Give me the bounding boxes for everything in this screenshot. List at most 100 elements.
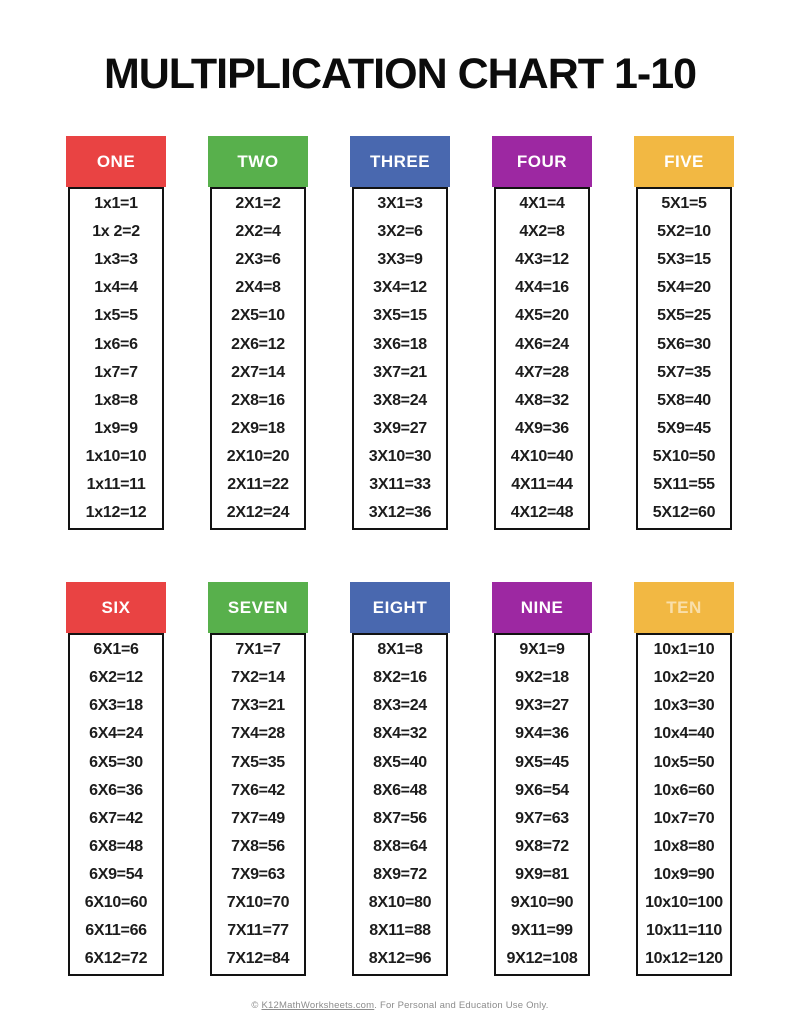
table-card-seven: SEVEN 7X1=7 7X2=14 7X3=21 7X4=28 7X5=35 7X6=42… <box>208 582 308 977</box>
fact-cell: 6X2=12 <box>89 669 143 687</box>
fact-cell: 9X10=90 <box>510 894 574 912</box>
chart-grid: ONE 1x1=1 1x 2=2 1x3=3 1x4=4 1x5=5 1x6=6 1x7=7 1… <box>66 136 734 977</box>
fact-cell: 10x7=70 <box>653 809 715 827</box>
fact-cell: 9X3=27 <box>515 697 569 715</box>
fact-cell: 3X1=3 <box>377 195 423 213</box>
fact-cell: 7X12=84 <box>226 950 290 968</box>
fact-cell: 4X4=16 <box>515 279 569 297</box>
fact-cell: 9X7=63 <box>515 809 569 827</box>
table-card-nine: NINE 9X1=9 9X2=18 9X3=27 9X4=36 9X5=45 9X6=54 9… <box>492 582 592 977</box>
table-body-two: 2X1=2 2X2=4 2X3=6 2X4=8 2X5=10 2X6=12 2X7=14 2X… <box>210 187 306 531</box>
fact-cell: 6X10=60 <box>84 894 148 912</box>
fact-cell: 10x8=80 <box>653 837 715 855</box>
fact-cell: 3X8=24 <box>373 391 427 409</box>
fact-cell: 7X6=42 <box>231 781 285 799</box>
fact-cell: 2X10=20 <box>226 447 290 465</box>
fact-cell: 5X2=10 <box>657 223 711 241</box>
table-card-two: TWO 2X1=2 2X2=4 2X3=6 2X4=8 2X5=10 2X6=12 2X7=1… <box>208 136 308 531</box>
fact-cell: 8X6=48 <box>373 781 427 799</box>
fact-cell: 3X10=30 <box>368 447 432 465</box>
fact-cell: 10x5=50 <box>653 753 715 771</box>
fact-cell: 9X9=81 <box>515 865 569 883</box>
fact-cell: 10x1=10 <box>653 641 715 659</box>
fact-cell: 9X11=99 <box>511 922 573 940</box>
table-card-four: FOUR 4X1=4 4X2=8 4X3=12 4X4=16 4X5=20 4X6=24 4X… <box>492 136 592 531</box>
fact-cell: 4X9=36 <box>515 419 569 437</box>
table-header-seven: SEVEN <box>208 582 308 634</box>
fact-cell: 9X6=54 <box>515 781 569 799</box>
fact-cell: 4X10=40 <box>510 447 574 465</box>
fact-cell: 5X11=55 <box>653 475 715 493</box>
fact-cell: 7X4=28 <box>231 725 285 743</box>
fact-cell: 6X7=42 <box>89 809 143 827</box>
fact-cell: 8X4=32 <box>373 725 427 743</box>
fact-cell: 6X12=72 <box>84 950 148 968</box>
fact-cell: 5X12=60 <box>652 504 716 522</box>
fact-cell: 8X1=8 <box>377 641 423 659</box>
table-card-eight: EIGHT 8X1=8 8X2=16 8X3=24 8X4=32 8X5=40 8X6=48… <box>350 582 450 977</box>
fact-cell: 4X1=4 <box>519 195 565 213</box>
table-header-four: FOUR <box>492 136 592 187</box>
table-card-ten: TEN 10x1=10 10x2=20 10x3=30 10x4=40 10x5=50 10… <box>634 582 734 977</box>
fact-cell: 1x8=8 <box>94 391 138 409</box>
fact-cell: 9X4=36 <box>515 725 569 743</box>
table-body-one: 1x1=1 1x 2=2 1x3=3 1x4=4 1x5=5 1x6=6 1x7=7 1x8=… <box>68 187 164 531</box>
fact-cell: 3X3=9 <box>377 251 423 269</box>
chart-row-top: ONE 1x1=1 1x 2=2 1x3=3 1x4=4 1x5=5 1x6=6 1x7=7 1… <box>66 136 734 531</box>
table-body-eight: 8X1=8 8X2=16 8X3=24 8X4=32 8X5=40 8X6=48 8X7=5… <box>352 633 448 977</box>
fact-cell: 5X4=20 <box>657 279 711 297</box>
fact-cell: 7X5=35 <box>231 753 285 771</box>
fact-cell: 2X3=6 <box>235 251 281 269</box>
fact-cell: 5X10=50 <box>652 447 716 465</box>
fact-cell: 1x7=7 <box>94 363 138 381</box>
fact-cell: 4X12=48 <box>510 504 574 522</box>
table-body-seven: 7X1=7 7X2=14 7X3=21 7X4=28 7X5=35 7X6=42 7X7=4… <box>210 633 306 977</box>
fact-cell: 4X7=28 <box>515 363 569 381</box>
footer-copyright-prefix: © <box>251 1000 262 1012</box>
fact-cell: 7X8=56 <box>231 837 285 855</box>
footer-link[interactable]: K12MathWorksheets.com <box>261 1000 375 1012</box>
fact-cell: 3X12=36 <box>368 504 432 522</box>
fact-cell: 3X4=12 <box>373 279 427 297</box>
fact-cell: 8X8=64 <box>373 837 427 855</box>
fact-cell: 10x12=120 <box>645 950 723 968</box>
fact-cell: 5X6=30 <box>657 335 711 353</box>
fact-cell: 5X9=45 <box>657 419 711 437</box>
fact-cell: 8X9=72 <box>373 865 427 883</box>
fact-cell: 7X3=21 <box>231 697 285 715</box>
table-header-ten: TEN <box>634 582 734 634</box>
table-body-six: 6X1=6 6X2=12 6X3=18 6X4=24 6X5=30 6X6=36 6X7=4… <box>68 633 164 977</box>
fact-cell: 10x9=90 <box>653 865 715 883</box>
fact-cell: 7X10=70 <box>226 894 290 912</box>
fact-cell: 8X5=40 <box>373 753 427 771</box>
fact-cell: 3X7=21 <box>373 363 427 381</box>
table-header-two: TWO <box>208 136 308 187</box>
fact-cell: 8X7=56 <box>373 809 427 827</box>
fact-cell: 9X1=9 <box>519 641 565 659</box>
fact-cell: 7X2=14 <box>231 669 285 687</box>
fact-cell: 5X8=40 <box>657 391 711 409</box>
fact-cell: 4X3=12 <box>515 251 569 269</box>
fact-cell: 4X11=44 <box>511 475 573 493</box>
fact-cell: 2X1=2 <box>235 195 281 213</box>
fact-cell: 3X5=15 <box>373 307 427 325</box>
fact-cell: 2X9=18 <box>231 419 285 437</box>
fact-cell: 5X7=35 <box>657 363 711 381</box>
fact-cell: 7X9=63 <box>231 865 285 883</box>
table-header-six: SIX <box>66 582 166 634</box>
fact-cell: 2X12=24 <box>226 504 290 522</box>
table-body-ten: 10x1=10 10x2=20 10x3=30 10x4=40 10x5=50 10x6=… <box>636 633 732 977</box>
fact-cell: 1x9=9 <box>94 419 138 437</box>
fact-cell: 2X11=22 <box>227 475 289 493</box>
fact-cell: 2X2=4 <box>235 223 281 241</box>
fact-cell: 1x10=10 <box>85 447 147 465</box>
table-body-five: 5X1=5 5X2=10 5X3=15 5X4=20 5X5=25 5X6=30 5X7=3… <box>636 187 732 531</box>
fact-cell: 7X7=49 <box>231 809 285 827</box>
fact-cell: 2X5=10 <box>231 307 285 325</box>
fact-cell: 3X6=18 <box>373 335 427 353</box>
table-body-four: 4X1=4 4X2=8 4X3=12 4X4=16 4X5=20 4X6=24 4X7=28… <box>494 187 590 531</box>
table-body-three: 3X1=3 3X2=6 3X3=9 3X4=12 3X5=15 3X6=18 3X7=21 3… <box>352 187 448 531</box>
fact-cell: 6X1=6 <box>93 641 139 659</box>
fact-cell: 2X8=16 <box>231 391 285 409</box>
table-card-six: SIX 6X1=6 6X2=12 6X3=18 6X4=24 6X5=30 6X6=36 6X… <box>66 582 166 977</box>
